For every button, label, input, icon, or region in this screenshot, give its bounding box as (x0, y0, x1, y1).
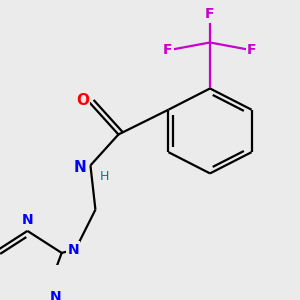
Text: N: N (50, 290, 62, 300)
Text: N: N (22, 213, 33, 227)
Text: N: N (74, 160, 87, 175)
Text: O: O (76, 93, 89, 108)
Text: F: F (163, 43, 173, 56)
Text: H: H (100, 169, 109, 183)
Text: F: F (205, 7, 215, 21)
Text: N: N (67, 243, 79, 256)
Text: F: F (247, 43, 257, 56)
